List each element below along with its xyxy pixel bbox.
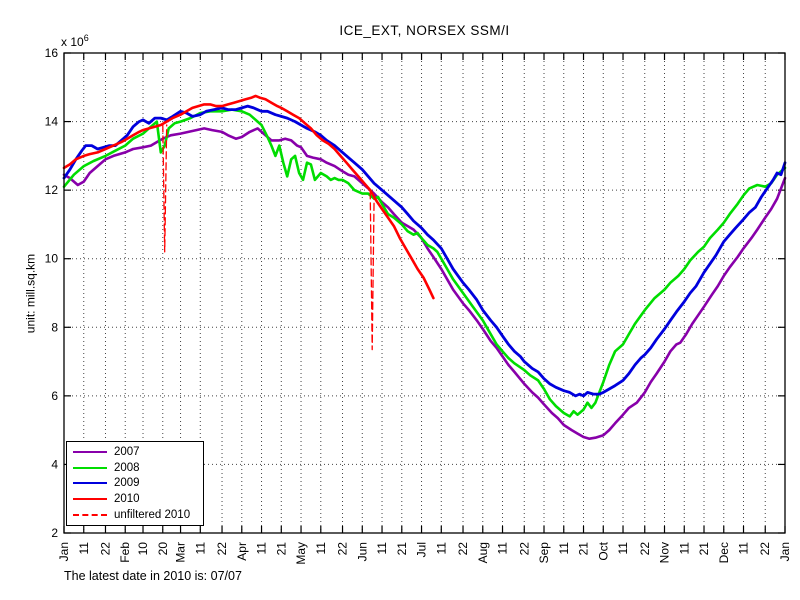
x-tick-label: Jun bbox=[355, 542, 369, 561]
legend: 2007 2008 2009 2010 unfiltered 2010 bbox=[66, 441, 204, 526]
y-axis-exponent-label: x 106 bbox=[61, 33, 89, 49]
x-tick-label: 11 bbox=[616, 542, 630, 555]
x-tick-label: 22 bbox=[456, 542, 470, 556]
y-tick-label: 16 bbox=[45, 46, 59, 60]
x-tick-label: 21 bbox=[395, 542, 409, 556]
y-tick-label: 14 bbox=[45, 115, 59, 129]
x-tick-label: 22 bbox=[517, 542, 531, 556]
x-tick-label: Jan bbox=[778, 542, 792, 561]
y-tick-label: 4 bbox=[51, 457, 58, 471]
legend-line-sample bbox=[73, 498, 107, 501]
series-line-2008 bbox=[62, 108, 787, 418]
x-tick-label: 21 bbox=[697, 542, 711, 556]
axes-box bbox=[63, 52, 786, 534]
x-tick-label: 22 bbox=[215, 542, 229, 556]
series-line-2009 bbox=[62, 104, 787, 398]
x-tick-label: May bbox=[294, 542, 308, 565]
series-line-unfiltered-2010 bbox=[162, 124, 168, 253]
x-tick-label: 22 bbox=[336, 542, 350, 556]
x-tick-label: Feb bbox=[118, 542, 132, 563]
y-tick-label: 12 bbox=[45, 183, 59, 197]
legend-item-2008: 2008 bbox=[73, 460, 203, 475]
x-tick-label: Jan bbox=[57, 542, 71, 561]
y-tick-label: 8 bbox=[51, 320, 58, 334]
x-tick-label: 20 bbox=[156, 542, 170, 556]
series-line-unfiltered-2010 bbox=[369, 191, 375, 351]
x-tick-label: 11 bbox=[677, 542, 691, 555]
y-tick-label: 10 bbox=[45, 252, 59, 266]
chart-title: ICE_EXT, NORSEX SSM/I bbox=[339, 23, 510, 38]
x-tick-label: 11 bbox=[557, 542, 571, 555]
x-tick-label: Jul bbox=[415, 542, 429, 557]
legend-item-2009: 2009 bbox=[73, 476, 203, 491]
x-tick-label: 22 bbox=[638, 542, 652, 556]
x-tick-label: Mar bbox=[174, 542, 188, 563]
series-line-2007 bbox=[62, 127, 787, 441]
x-tick-label: 21 bbox=[274, 542, 288, 556]
x-tick-label: Oct bbox=[596, 541, 610, 560]
latest-date-caption: The latest date in 2010 is: 07/07 bbox=[64, 569, 242, 583]
x-tick-label: Sep bbox=[537, 542, 551, 564]
x-tick-label: 22 bbox=[98, 542, 112, 556]
x-tick-label: Aug bbox=[476, 542, 490, 563]
x-tick-label: 11 bbox=[737, 542, 751, 555]
x-tick-label: 11 bbox=[255, 542, 269, 555]
x-tick-label: 11 bbox=[77, 542, 91, 555]
y-tick-label: 6 bbox=[51, 389, 58, 403]
legend-item-2010: 2010 bbox=[73, 492, 203, 507]
legend-line-sample bbox=[73, 466, 107, 469]
x-tick-label: 11 bbox=[434, 542, 448, 555]
x-tick-label: 11 bbox=[314, 542, 328, 555]
legend-label: 2010 bbox=[114, 493, 140, 506]
legend-item-unfiltered-2010: unfiltered 2010 bbox=[73, 507, 203, 522]
legend-label: 2009 bbox=[114, 477, 140, 490]
x-tick-label: 11 bbox=[496, 542, 510, 555]
x-tick-label: 10 bbox=[136, 542, 150, 556]
x-tick-label: 21 bbox=[577, 542, 591, 556]
legend-line-sample bbox=[73, 451, 107, 454]
x-tick-label: Nov bbox=[658, 542, 672, 563]
legend-line-sample bbox=[73, 482, 107, 485]
legend-line-sample bbox=[73, 513, 107, 516]
legend-label: unfiltered 2010 bbox=[114, 508, 191, 521]
y-tick-label: 2 bbox=[51, 526, 58, 540]
x-tick-label: 11 bbox=[375, 542, 389, 555]
exponent-prefix: x 10 bbox=[61, 35, 84, 49]
x-tick-label: 11 bbox=[193, 542, 207, 555]
y-axis-label: unit: mill.sq.km bbox=[23, 253, 38, 334]
x-tick-label: Dec bbox=[717, 542, 731, 563]
legend-label: 2008 bbox=[114, 461, 140, 474]
x-tick-label: Apr bbox=[235, 542, 249, 561]
exponent-value: 6 bbox=[83, 33, 89, 43]
legend-label: 2007 bbox=[114, 446, 140, 459]
legend-item-2007: 2007 bbox=[73, 445, 203, 460]
x-tick-label: 22 bbox=[758, 542, 772, 556]
